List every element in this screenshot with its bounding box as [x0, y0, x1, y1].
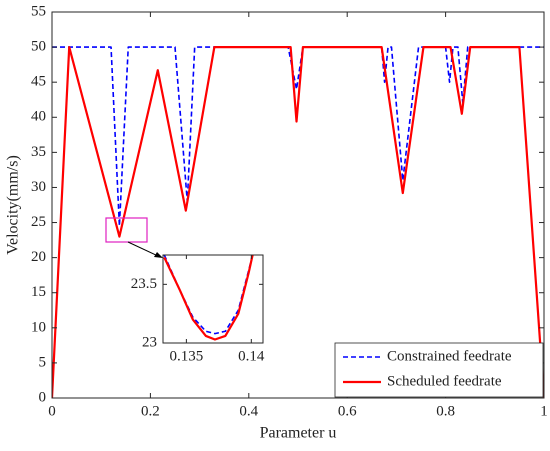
plot-area — [163, 255, 263, 343]
series-group — [163, 254, 254, 341]
y-tick-label: 50 — [31, 39, 46, 55]
x-tick-label: 0 — [48, 403, 56, 419]
x-tick-label: 0.14 — [238, 348, 265, 364]
y-tick-label: 15 — [31, 284, 46, 300]
x-tick-label: 0.2 — [141, 403, 160, 419]
legend-box — [334, 342, 544, 398]
y-tick-label: 5 — [39, 354, 47, 370]
legend-label: Scheduled feedrate — [387, 373, 502, 389]
y-tick-label: 45 — [31, 74, 46, 90]
zoom-box — [105, 217, 148, 243]
y-axis-label: Velocity(mm/s) — [5, 155, 22, 255]
y-tick-label: 40 — [31, 109, 46, 125]
series-line — [52, 46, 544, 227]
series-line — [52, 45, 544, 399]
series-line — [163, 254, 254, 341]
legend: Constrained feedrate Scheduled feedrate — [334, 342, 544, 398]
axes-box — [51, 11, 545, 399]
plots: 0 0.2 0.4 0.6 0.8 10510152025303540455055Para… — [5, 3, 548, 441]
x-tick-label: 0.4 — [239, 403, 258, 419]
inset-chart: 0.135 0.14 23 23.5 — [131, 254, 265, 364]
y-tick-label: 55 — [31, 3, 46, 19]
y-tick-label: 10 — [31, 319, 46, 335]
y-tick-label: 20 — [31, 249, 46, 265]
y-tick-label: 23.5 — [131, 276, 157, 292]
x-tick-label: 1 — [540, 403, 548, 419]
zoom-arrowhead — [154, 252, 163, 258]
y-tick-label: 30 — [31, 179, 46, 195]
main-chart: 0 0.2 0.4 0.6 0.8 10510152025303540455055Para… — [5, 3, 548, 441]
axes-box — [162, 254, 264, 344]
y-tick-label: 0 — [39, 389, 47, 405]
series-group — [52, 45, 544, 399]
x-tick-label: 0.8 — [436, 403, 455, 419]
zoom-arrow — [127, 241, 159, 257]
x-tick-label: 0.6 — [338, 403, 357, 419]
y-tick-label: 35 — [31, 144, 46, 160]
y-tick-label: 25 — [31, 214, 46, 230]
legend-label: Constrained feedrate — [387, 348, 512, 364]
x-axis-label: Parameter u — [260, 425, 337, 442]
x-tick-label: 0.135 — [170, 348, 204, 364]
y-tick-label: 23 — [142, 334, 157, 350]
